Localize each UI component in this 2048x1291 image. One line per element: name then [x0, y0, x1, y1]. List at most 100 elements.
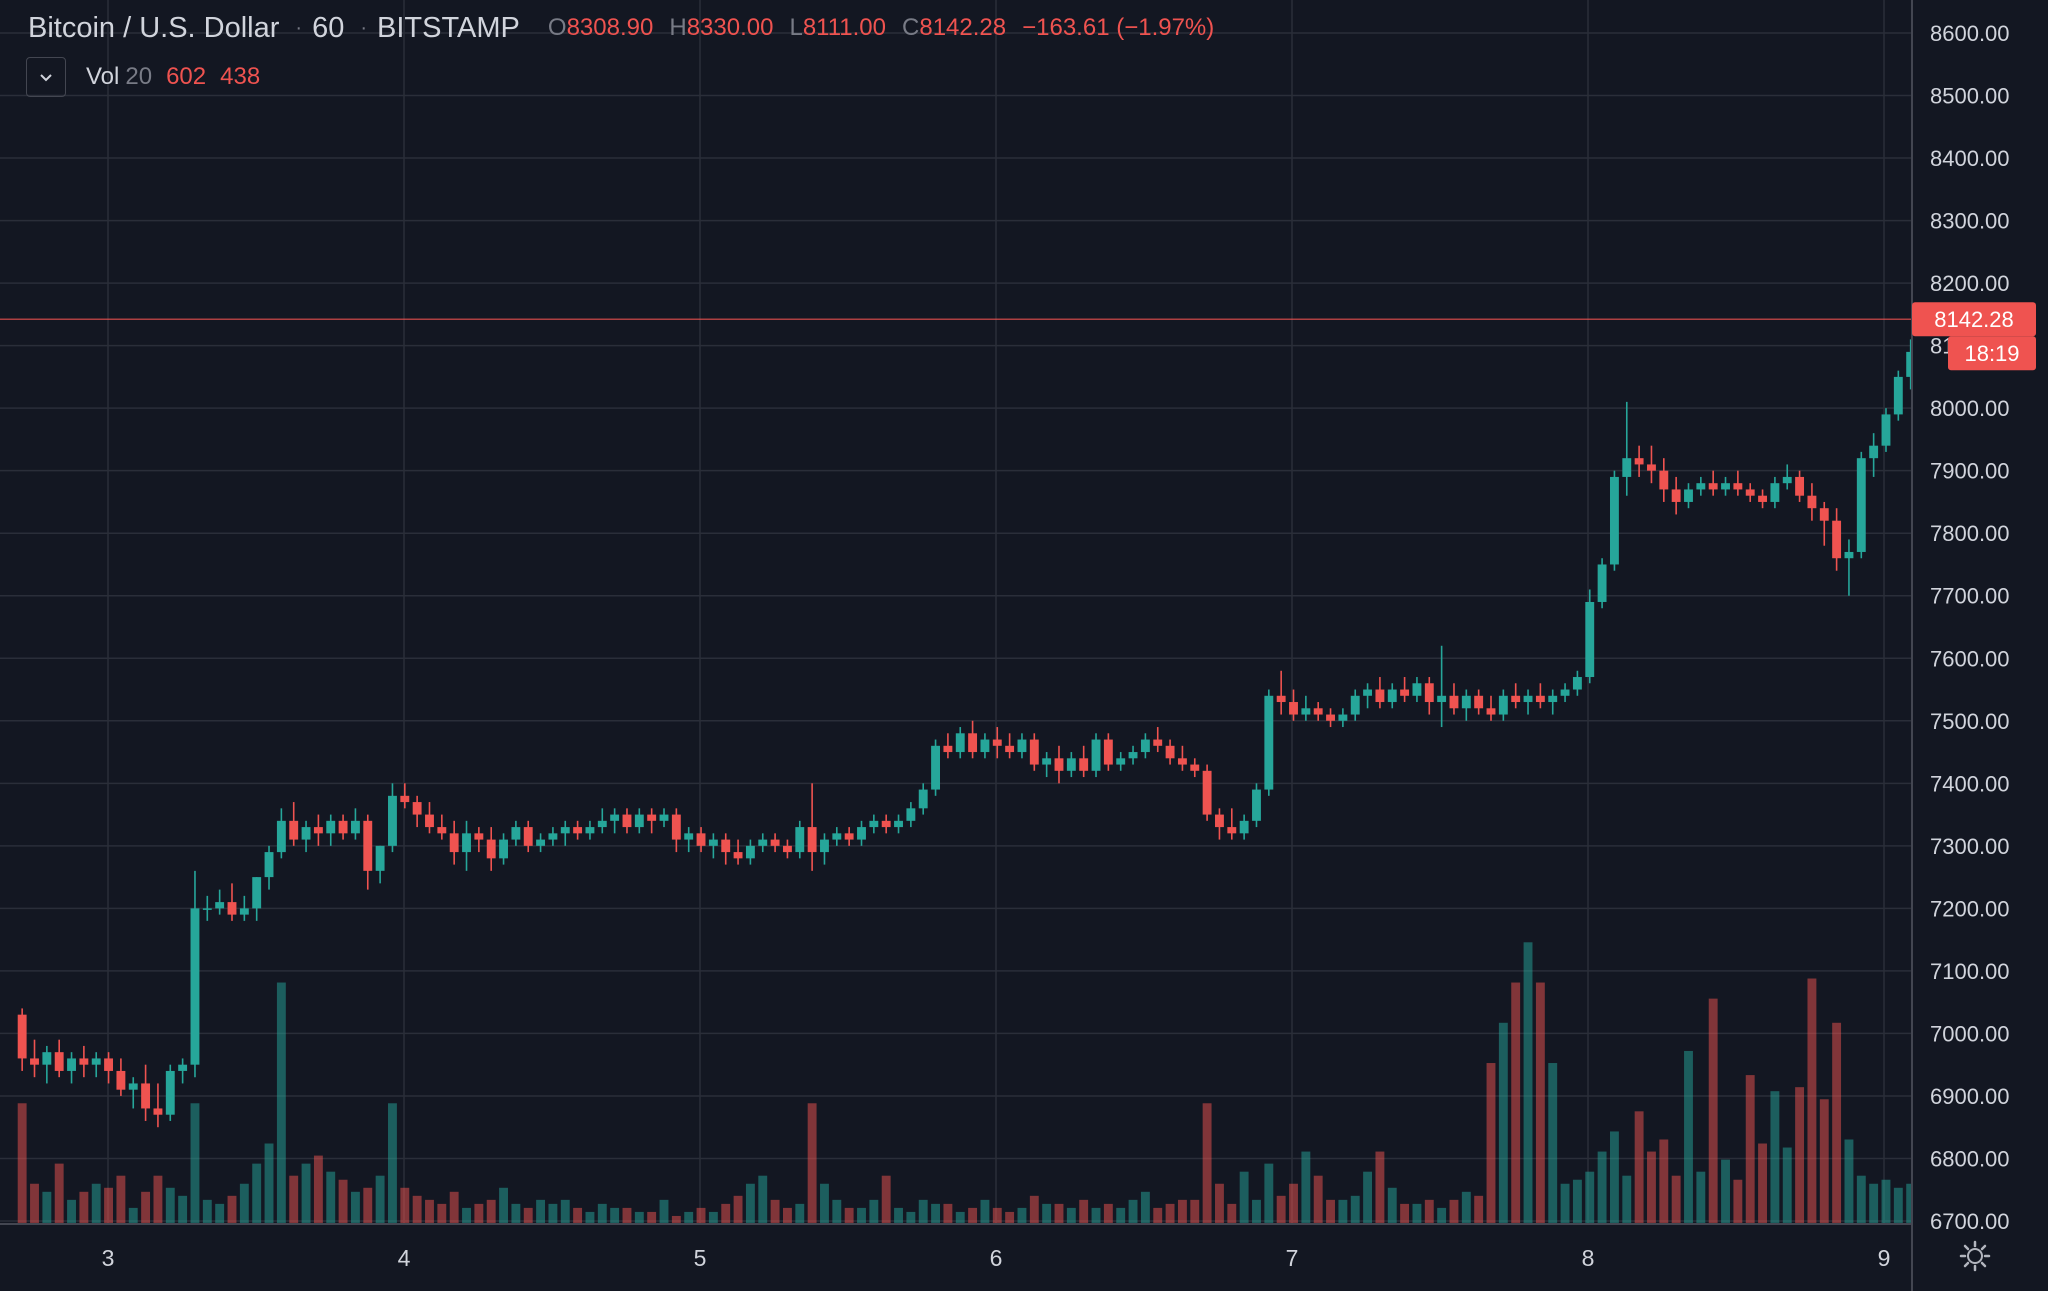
candle [1424, 677, 1434, 715]
volume-bar [1461, 1191, 1471, 1224]
candle [1795, 470, 1805, 502]
volume-bar [104, 1187, 114, 1224]
price-axis-background [1912, 0, 2048, 1291]
candle [313, 814, 323, 846]
candle-body [782, 845, 792, 853]
symbol-legend[interactable]: Bitcoin / U.S. Dollar · 60 · BITSTAMP O8… [28, 8, 1214, 48]
volume-bar [807, 1103, 817, 1224]
candle [1906, 339, 1916, 390]
volume-label[interactable]: Vol [86, 63, 120, 90]
candle-body [622, 814, 632, 828]
candle [1017, 733, 1027, 759]
time-tick-label: 9 [1878, 1245, 1891, 1271]
volume-bar [1498, 1022, 1508, 1224]
collapse-button[interactable] [26, 57, 66, 97]
candle [400, 783, 410, 809]
price-axis[interactable]: 8600.00 8500.00 8400.00 8300.00 8200.00 8000.… [1911, 0, 2048, 1291]
candle-body [1696, 483, 1706, 490]
candle-body [1881, 414, 1891, 446]
candle-body [128, 1083, 138, 1090]
volume-bar [202, 1199, 212, 1224]
volume-bar [388, 1103, 397, 1224]
volume-bar [1091, 1207, 1101, 1224]
separator-dot: · [360, 16, 368, 39]
candle [116, 1058, 126, 1096]
volume-bar [1289, 1183, 1298, 1224]
volume-bar [696, 1207, 706, 1224]
candle [350, 808, 360, 840]
candle-body [350, 820, 360, 834]
interval[interactable]: 60 [312, 11, 345, 44]
candle [1770, 476, 1780, 509]
volume-bar [1807, 978, 1817, 1224]
candle [807, 783, 817, 871]
candle-body [326, 820, 336, 834]
candle [1572, 670, 1582, 696]
volume-bar [647, 1211, 657, 1224]
candle-body [425, 814, 434, 828]
candle [474, 827, 484, 853]
volume-bar [1893, 1187, 1903, 1224]
time-tick-label: 8 [1582, 1245, 1595, 1271]
volume-legend[interactable]: Vol 20 602 438 [26, 56, 260, 98]
volume-bar [1326, 1199, 1335, 1224]
candle-body [1795, 476, 1805, 496]
volume-length: 20 [125, 63, 153, 90]
volume-bar [128, 1207, 138, 1224]
candle-body [1424, 683, 1434, 703]
candle [1375, 677, 1385, 709]
volume-bar [1511, 982, 1521, 1224]
volume-bar [1548, 1063, 1558, 1224]
volume-bar [1079, 1199, 1089, 1224]
candle [1609, 470, 1619, 571]
candle [918, 783, 928, 815]
low-value: L8111.00 [789, 14, 887, 41]
candle-body [153, 1108, 163, 1115]
candle-body [437, 827, 447, 834]
candle-body [1684, 489, 1693, 502]
candle-body [1375, 689, 1385, 703]
candle [1363, 683, 1373, 709]
candle-body [721, 839, 731, 853]
candle-body [1338, 714, 1348, 721]
chevron-down-icon [40, 74, 52, 82]
candle-body [1326, 714, 1335, 721]
volume-bar [1733, 1179, 1743, 1224]
candle [363, 814, 373, 890]
candle [980, 733, 990, 759]
candle [1079, 745, 1089, 778]
candle [511, 820, 521, 846]
volume-bar [1906, 1183, 1916, 1224]
symbol-name[interactable]: Bitcoin / U.S. Dollar [28, 11, 280, 44]
price-tick-label: 7400.00 [1930, 771, 2010, 796]
candle [1807, 483, 1817, 521]
volume-bar [1647, 1151, 1656, 1224]
candle-body [931, 745, 941, 790]
time-axis[interactable]: 3 4 5 6 7 8 9 [0, 1223, 1912, 1271]
volume-bar [178, 1195, 188, 1224]
time-tick-label: 7 [1286, 1245, 1299, 1271]
candle-body [881, 820, 891, 828]
volume-bar [1684, 1050, 1693, 1224]
candle [1276, 670, 1286, 715]
candle-body [1609, 476, 1619, 565]
volume-bar [1116, 1207, 1126, 1224]
volume-bar [585, 1211, 595, 1224]
candle-body [832, 833, 842, 840]
chart-settings-button[interactable] [1953, 1234, 1997, 1278]
candle [338, 814, 348, 840]
volume-bar [1350, 1195, 1360, 1224]
candle [1560, 683, 1570, 703]
volume-bar [499, 1187, 508, 1224]
candle [1659, 458, 1669, 502]
volume-ma-value: 438 [220, 63, 261, 90]
volume-bar [1227, 1203, 1237, 1224]
volume-bar [597, 1203, 607, 1224]
candle [301, 820, 311, 853]
candle [1202, 764, 1212, 821]
candle [1412, 677, 1422, 703]
candle [1881, 408, 1891, 452]
volume-value: 602 [166, 63, 207, 90]
